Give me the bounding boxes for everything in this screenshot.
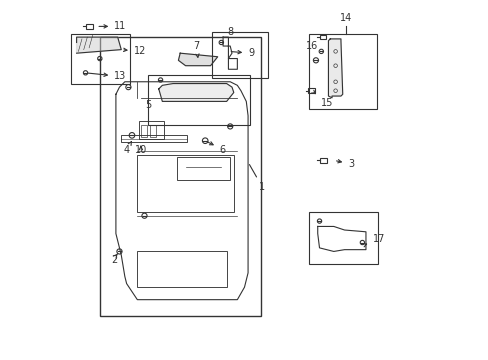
Text: 2: 2 <box>111 255 117 265</box>
Bar <box>319 35 325 39</box>
Bar <box>85 24 93 29</box>
Text: 8: 8 <box>227 27 233 37</box>
Polygon shape <box>77 37 121 53</box>
Bar <box>137 155 233 212</box>
Bar <box>139 121 164 139</box>
Bar <box>71 33 130 84</box>
Bar <box>100 37 260 316</box>
Text: 11: 11 <box>99 21 126 31</box>
Text: 9: 9 <box>231 48 254 58</box>
Bar <box>148 75 249 125</box>
Text: 4: 4 <box>123 141 131 155</box>
Bar <box>308 33 376 109</box>
Text: 14: 14 <box>340 13 352 23</box>
Bar <box>149 125 156 137</box>
Text: 16: 16 <box>305 41 317 51</box>
Text: 17: 17 <box>362 234 385 247</box>
Bar <box>121 135 187 143</box>
Polygon shape <box>159 84 233 102</box>
Text: 1: 1 <box>249 165 265 192</box>
Text: 3: 3 <box>336 159 353 169</box>
Bar <box>212 32 267 78</box>
Bar <box>141 125 147 137</box>
Polygon shape <box>328 39 342 98</box>
Bar <box>137 251 226 287</box>
Text: 13: 13 <box>88 71 126 81</box>
Text: 10: 10 <box>135 145 147 155</box>
Bar <box>176 157 230 180</box>
Bar <box>308 89 314 93</box>
Text: 5: 5 <box>145 100 151 110</box>
Polygon shape <box>178 53 217 66</box>
Text: 7: 7 <box>193 41 199 57</box>
Text: 6: 6 <box>207 142 225 155</box>
Text: 15: 15 <box>311 90 333 108</box>
Bar <box>308 212 378 264</box>
Text: 12: 12 <box>123 46 146 57</box>
Bar <box>319 158 326 163</box>
